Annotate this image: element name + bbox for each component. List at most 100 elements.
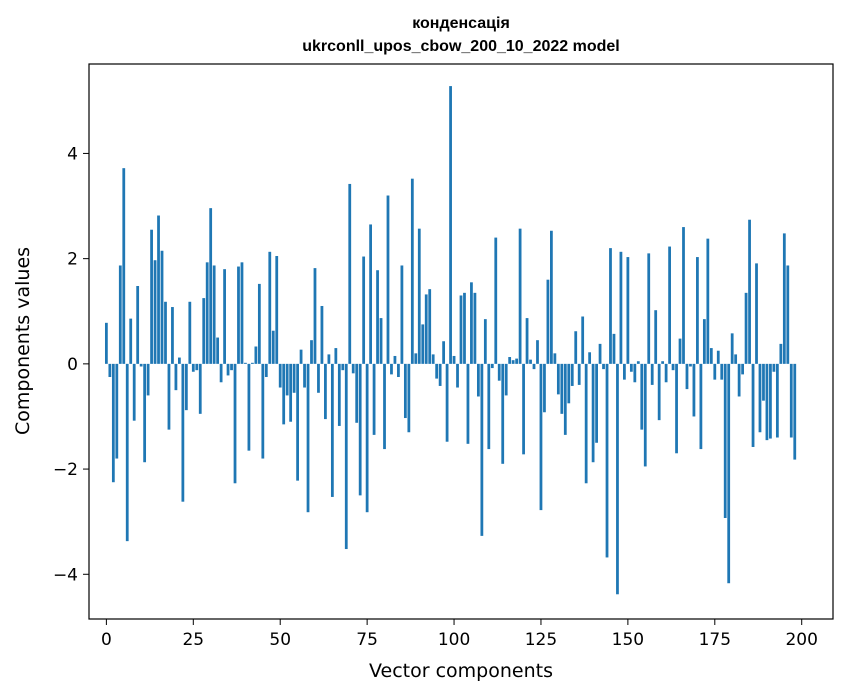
bar: [313, 268, 317, 364]
x-tick-label: 75: [356, 630, 378, 650]
bar: [682, 227, 685, 364]
bar: [104, 322, 108, 364]
bar: [157, 215, 160, 364]
bar: [786, 265, 790, 364]
bar: [511, 360, 515, 364]
bar: [616, 363, 619, 595]
bar: [696, 257, 699, 364]
bar: [355, 363, 359, 423]
bar: [452, 355, 456, 364]
bar: [598, 343, 602, 364]
bar: [584, 363, 588, 484]
y-tick-label: −4: [53, 565, 78, 585]
bar: [602, 363, 605, 370]
bar: [216, 337, 220, 364]
bar: [466, 363, 470, 444]
bar: [560, 363, 564, 414]
bar: [536, 340, 539, 364]
bar: [463, 292, 466, 364]
bar: [299, 349, 303, 364]
bars-group: [104, 86, 797, 595]
bar: [393, 355, 397, 364]
bar: [483, 319, 487, 364]
x-tick-label: 50: [269, 630, 291, 650]
bar: [765, 363, 769, 441]
bar: [689, 363, 692, 367]
bar: [125, 363, 129, 542]
x-axis-label: Vector components: [369, 660, 553, 682]
bar: [647, 253, 651, 364]
bar: [282, 363, 286, 425]
bar: [619, 251, 623, 364]
bar: [570, 363, 574, 386]
bar: [205, 262, 209, 364]
x-tick-label: 100: [438, 630, 470, 650]
bar: [268, 251, 272, 364]
y-tick-label: 0: [67, 355, 78, 375]
x-tick-label: 25: [182, 630, 204, 650]
bar: [365, 363, 369, 513]
bar: [435, 363, 439, 379]
bar: [661, 361, 665, 364]
bar: [150, 229, 153, 364]
bar: [292, 363, 296, 393]
bar: [508, 357, 512, 364]
bar: [758, 363, 762, 433]
x-tick-label: 0: [101, 630, 112, 650]
bar: [351, 363, 355, 374]
bar: [233, 363, 237, 484]
bar: [789, 363, 793, 438]
bar: [369, 224, 372, 364]
bar: [490, 363, 494, 369]
bar: [713, 363, 717, 380]
bar: [539, 363, 543, 511]
bar: [136, 286, 140, 364]
bar: [459, 295, 463, 364]
bar: [518, 228, 522, 364]
bar: [529, 359, 532, 364]
bar: [737, 363, 741, 397]
bar: [567, 363, 571, 404]
y-tick-label: −2: [53, 460, 78, 480]
bar: [650, 363, 654, 385]
bar: [532, 363, 536, 370]
bar: [174, 363, 178, 391]
bar: [191, 363, 195, 372]
bar: [438, 363, 442, 386]
bar: [324, 363, 327, 420]
bar: [497, 363, 501, 381]
bar: [675, 363, 678, 454]
bar: [595, 363, 598, 443]
bar: [240, 262, 244, 364]
bar: [181, 363, 185, 502]
bar: [588, 352, 592, 364]
bar: [657, 363, 661, 421]
bar: [501, 363, 505, 464]
bar: [303, 363, 306, 388]
bar: [164, 301, 167, 364]
bar: [108, 363, 112, 378]
bar: [709, 348, 713, 364]
bar: [762, 363, 765, 401]
bar: [317, 363, 320, 393]
bar: [487, 363, 491, 450]
bar: [640, 363, 644, 430]
bar: [153, 260, 157, 364]
bar: [553, 353, 557, 364]
x-tick-label: 150: [612, 630, 644, 650]
bar: [421, 324, 425, 364]
bar: [678, 338, 682, 364]
bar: [755, 263, 758, 364]
bar: [202, 298, 206, 364]
bar: [306, 363, 310, 513]
bar: [261, 363, 265, 459]
bar: [480, 363, 484, 536]
bar: [574, 331, 578, 364]
bar: [716, 350, 720, 364]
bar: [546, 279, 550, 364]
bar: [751, 363, 755, 447]
bar: [442, 341, 446, 364]
bar: [362, 256, 366, 364]
bar: [271, 330, 275, 364]
